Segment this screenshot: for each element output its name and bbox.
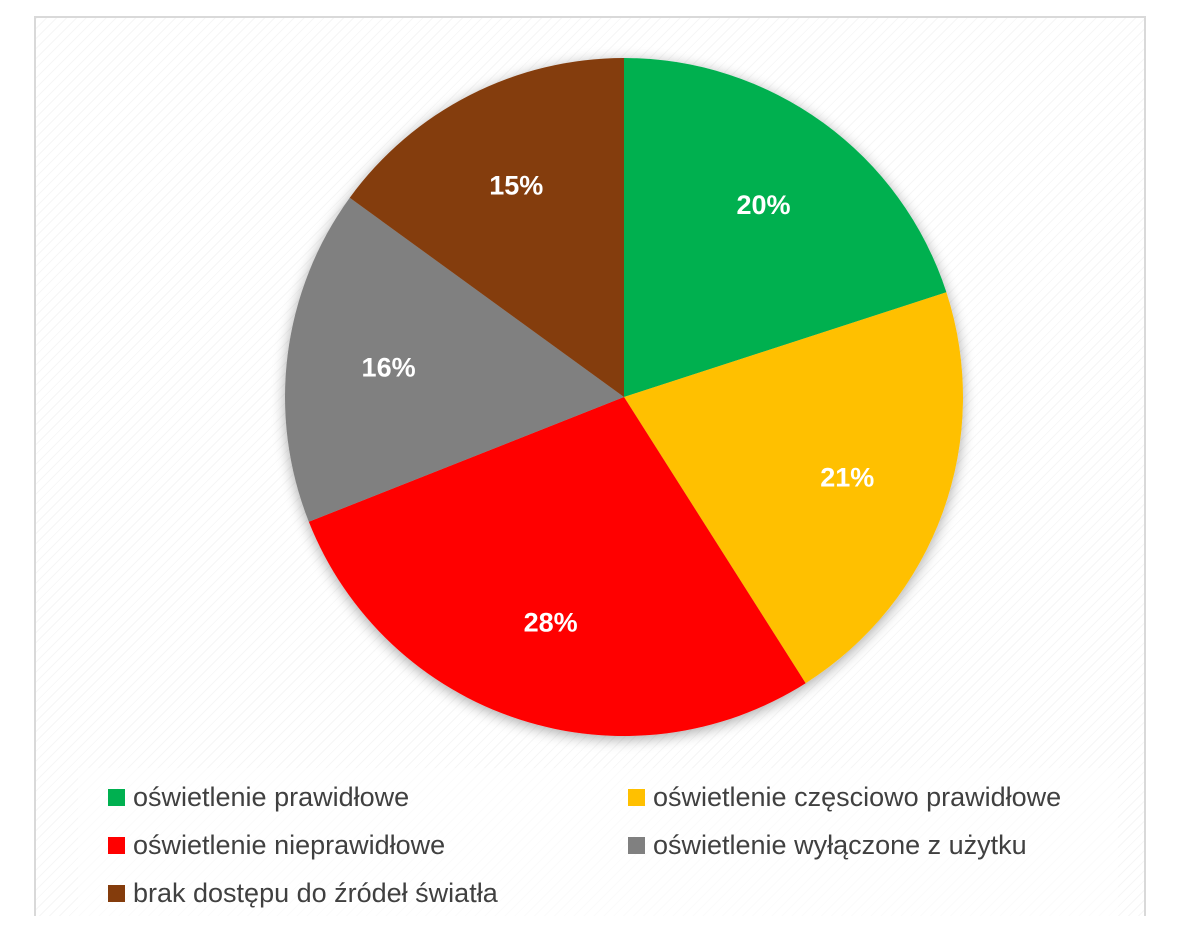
legend-swatch bbox=[628, 837, 645, 854]
legend-label: oświetlenie częsciowo prawidłowe bbox=[653, 782, 1062, 812]
pie-chart: 20% 21% 28% 16% 15% bbox=[285, 57, 963, 736]
legend: oświetlenie prawidłowe oświetlenie częsc… bbox=[78, 768, 1118, 918]
legend-item-prawidlowe: oświetlenie prawidłowe bbox=[108, 782, 409, 813]
pie-slice-2 bbox=[308, 397, 806, 736]
legend-item-nieprawidlowe: oświetlenie nieprawidłowe bbox=[108, 830, 445, 861]
legend-swatch bbox=[108, 885, 125, 902]
pie-slice-0 bbox=[624, 58, 947, 397]
legend-label: brak dostępu do źródeł światła bbox=[133, 878, 498, 908]
legend-label: oświetlenie nieprawidłowe bbox=[133, 830, 446, 860]
legend-item-czesciowo: oświetlenie częsciowo prawidłowe bbox=[628, 782, 1061, 813]
pie-slice-1 bbox=[624, 292, 963, 684]
slice-data-label-3: 16% bbox=[362, 352, 416, 382]
legend-swatch bbox=[628, 789, 645, 806]
legend-item-wylaczone: oświetlenie wyłączone z użytku bbox=[628, 830, 1027, 861]
legend-item-brak-dostepu: brak dostępu do źródeł światła bbox=[108, 878, 498, 909]
legend-label: oświetlenie wyłączone z użytku bbox=[653, 830, 1027, 860]
slice-data-label-2: 28% bbox=[524, 608, 578, 638]
pie-slice-4 bbox=[349, 57, 624, 397]
pie-slice-3 bbox=[285, 197, 624, 522]
chart-area: 20% 21% 28% 16% 15% oświetlenie prawidłowe o… bbox=[34, 16, 1146, 918]
slice-data-label-4: 15% bbox=[489, 171, 543, 201]
legend-swatch bbox=[108, 789, 125, 806]
slice-data-label-0: 20% bbox=[736, 190, 790, 220]
slice-data-label-1: 21% bbox=[820, 462, 874, 492]
legend-label: oświetlenie prawidłowe bbox=[133, 782, 410, 812]
legend-swatch bbox=[108, 837, 125, 854]
